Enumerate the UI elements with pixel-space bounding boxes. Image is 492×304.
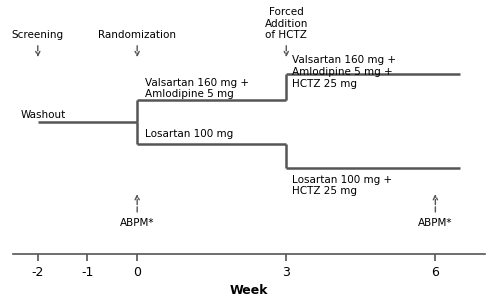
Text: Losartan 100 mg +
HCTZ 25 mg: Losartan 100 mg + HCTZ 25 mg xyxy=(292,175,392,196)
Text: Washout: Washout xyxy=(20,110,65,120)
Text: Valsartan 160 mg +
Amlodipine 5 mg +
HCTZ 25 mg: Valsartan 160 mg + Amlodipine 5 mg + HCT… xyxy=(292,56,396,89)
Text: Valsartan 160 mg +
Amlodipine 5 mg: Valsartan 160 mg + Amlodipine 5 mg xyxy=(145,78,248,99)
X-axis label: Week: Week xyxy=(230,284,268,297)
Text: Losartan 100 mg: Losartan 100 mg xyxy=(145,129,233,139)
Text: ABPM*: ABPM* xyxy=(120,195,154,228)
Text: Randomization: Randomization xyxy=(98,30,176,56)
Text: ABPM*: ABPM* xyxy=(418,195,453,228)
Text: Forced
Addition
of HCTZ: Forced Addition of HCTZ xyxy=(265,7,308,56)
Text: Screening: Screening xyxy=(12,30,64,56)
